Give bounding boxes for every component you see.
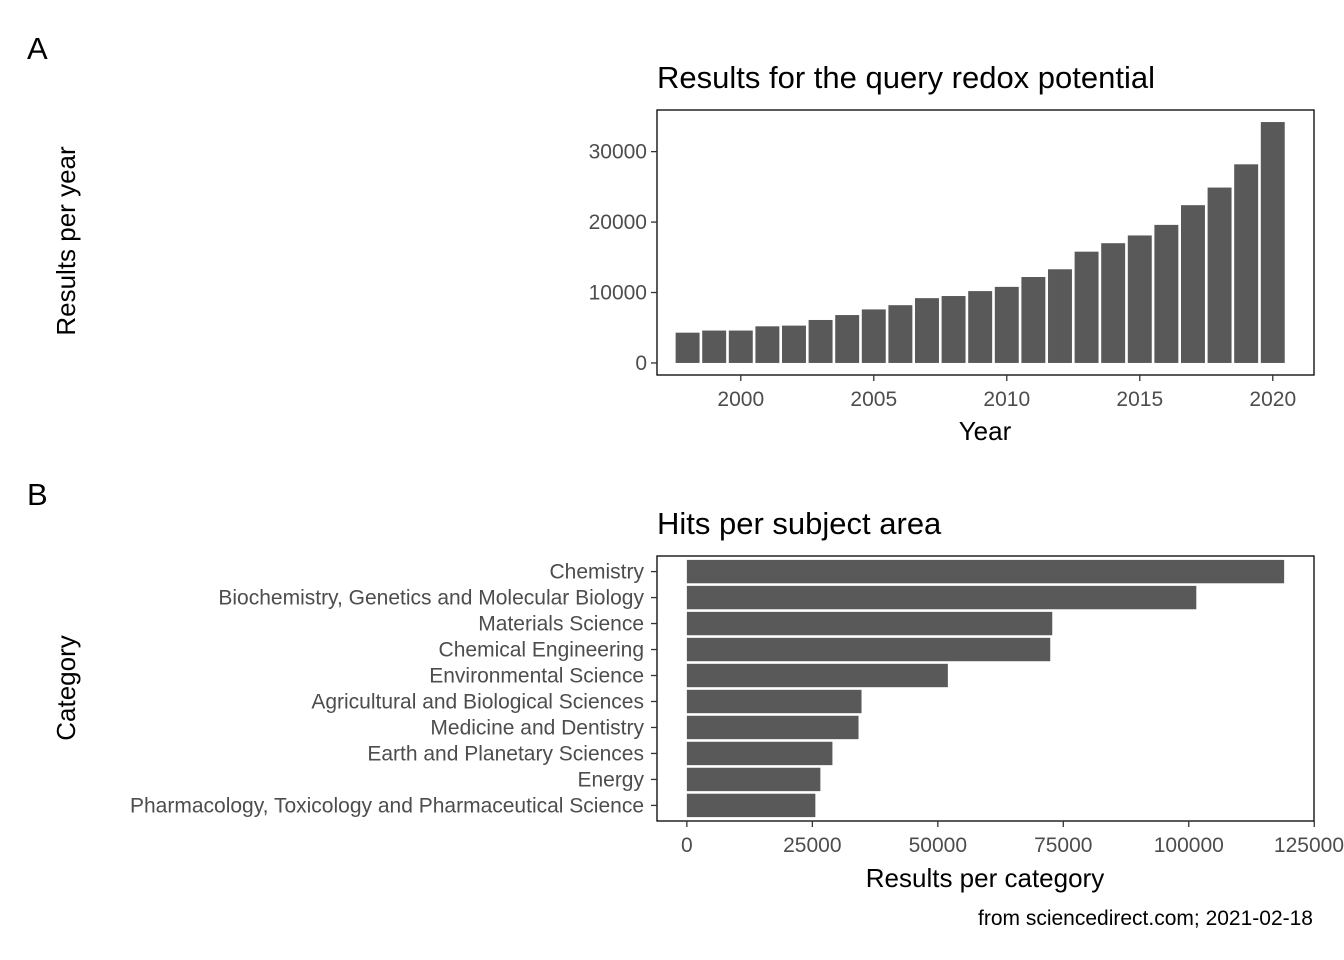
x-tick-label: 2015 — [1116, 388, 1163, 411]
bar-category — [686, 637, 1051, 662]
bar-category — [686, 585, 1197, 610]
bar-category — [686, 689, 862, 714]
x-tick-label: 50000 — [909, 834, 967, 857]
bar-year-1999 — [702, 330, 727, 363]
y-tick-label: 0 — [635, 352, 647, 375]
chart-a-marks: 0 10000 20000 30000 2000 2005 2010 2015 2020 — [589, 122, 1296, 411]
x-tick-label: 25000 — [783, 834, 841, 857]
bar-year-2020 — [1260, 122, 1285, 363]
bar-year-2016 — [1154, 224, 1179, 363]
category-label: Energy — [577, 768, 644, 791]
y-tick-label: 10000 — [589, 282, 647, 305]
chart-b-title: Hits per subject area — [657, 506, 942, 541]
bar-year-2003 — [808, 319, 833, 363]
bar-category — [686, 767, 821, 792]
bar-year-2012 — [1048, 269, 1072, 363]
bar-year-2000 — [728, 330, 753, 363]
x-tick-label: 2005 — [850, 388, 897, 411]
bar-category — [686, 663, 948, 688]
bar-year-1998 — [675, 332, 700, 363]
bar-year-2017 — [1181, 205, 1205, 363]
category-label: Materials Science — [478, 613, 644, 636]
category-label: Medicine and Dentistry — [430, 716, 644, 739]
x-tick-label: 2010 — [983, 388, 1030, 411]
category-label: Biochemistry, Genetics and Molecular Bio… — [218, 587, 644, 610]
bar-category — [686, 559, 1285, 584]
y-tick-label: 30000 — [589, 141, 647, 164]
bar-year-2011 — [1021, 277, 1046, 363]
bar-year-2004 — [835, 315, 860, 363]
bar-year-2005 — [861, 309, 886, 363]
bar-year-2010 — [994, 286, 1019, 363]
chart-a-ylabel: Results per year — [51, 146, 81, 336]
bar-year-2013 — [1074, 251, 1099, 363]
category-label: Pharmacology, Toxicology and Pharmaceuti… — [130, 794, 644, 817]
panel-tag-b: B — [27, 477, 48, 512]
y-tick-label: 20000 — [589, 211, 647, 234]
x-tick-label: 0 — [681, 834, 693, 857]
x-tick-label: 2020 — [1249, 388, 1296, 411]
bar-year-2009 — [968, 291, 993, 363]
bar-year-2007 — [915, 298, 939, 363]
bar-category — [686, 793, 816, 818]
bar-category — [686, 741, 833, 766]
x-tick-label: 100000 — [1154, 834, 1224, 857]
x-tick-label: 75000 — [1034, 834, 1092, 857]
chart-a-title: Results for the query redox potential — [657, 60, 1155, 95]
bar-year-2002 — [782, 325, 806, 363]
source-caption: from sciencedirect.com; 2021-02-18 — [978, 907, 1313, 930]
chart-b-ylabel: Category — [51, 635, 81, 741]
category-label: Chemical Engineering — [439, 639, 644, 662]
bar-year-2008 — [941, 296, 966, 363]
chart-a-xlabel: Year — [959, 416, 1012, 446]
bar-year-2001 — [755, 326, 780, 363]
bar-year-2006 — [888, 305, 913, 363]
category-label: Earth and Planetary Sciences — [367, 742, 644, 765]
bar-year-2018 — [1207, 187, 1232, 363]
bar-category — [686, 715, 859, 740]
x-tick-label: 2000 — [717, 388, 764, 411]
bar-category — [686, 611, 1053, 636]
category-label: Chemistry — [549, 561, 644, 584]
bar-year-2019 — [1234, 164, 1259, 363]
bar-year-2014 — [1101, 243, 1126, 363]
category-label: Environmental Science — [429, 665, 644, 688]
chart-b-marks: Chemistry Biochemistry, Genetics and Mole… — [130, 559, 1344, 857]
chart-b-xlabel: Results per category — [866, 863, 1104, 893]
x-tick-label: 125000 — [1274, 834, 1344, 857]
category-label: Agricultural and Biological Sciences — [311, 690, 644, 713]
bar-year-2015 — [1127, 235, 1152, 363]
panel-tag-a: A — [27, 31, 48, 66]
